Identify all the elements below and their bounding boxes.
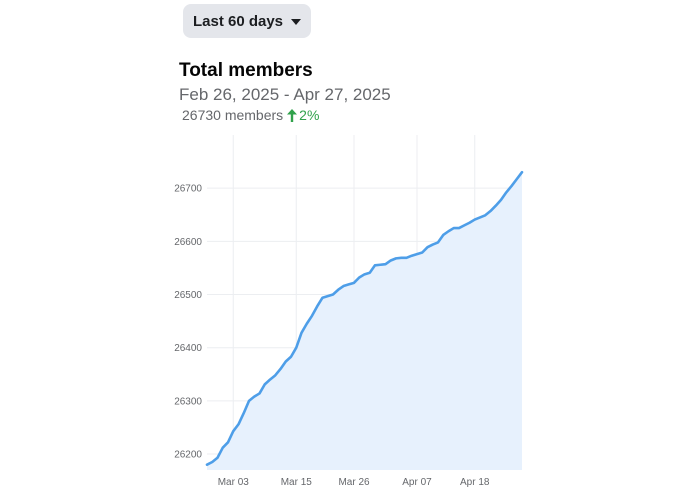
x-tick-label: Mar 26 [338, 477, 370, 488]
date-range-dropdown[interactable]: Last 60 days [183, 4, 311, 38]
y-tick-label: 26500 [174, 290, 202, 301]
y-tick-label: 26300 [174, 396, 202, 407]
y-tick-label: 26400 [174, 343, 202, 354]
x-tick-label: Apr 07 [402, 477, 432, 488]
members-series-line [205, 170, 524, 466]
y-tick-label: 26700 [174, 184, 202, 195]
y-axis-labels: 26200 26300 26400 26500 26600 26700 [174, 184, 202, 461]
y-tick-label: 26600 [174, 237, 202, 248]
members-summary: 26730 members 2% [182, 107, 319, 123]
members-change: 2% [299, 107, 320, 123]
members-count: 26730 members [182, 107, 284, 123]
date-range-dropdown-label: Last 60 days [192, 12, 284, 30]
page-title: Total members [179, 60, 313, 81]
date-range-text: Feb 26, 2025 - Apr 27, 2025 [179, 85, 391, 104]
x-axis-labels: Mar 03 Mar 15 Mar 26 Apr 07 Apr 18 [218, 477, 490, 488]
x-tick-label: Mar 15 [281, 477, 313, 488]
x-tick-label: Mar 03 [218, 477, 250, 488]
members-area-fill [207, 172, 522, 470]
x-tick-label: Apr 18 [460, 477, 490, 488]
arrow-up-icon [287, 108, 298, 122]
caret-down-icon [291, 19, 302, 25]
y-tick-label: 26200 [174, 450, 202, 461]
